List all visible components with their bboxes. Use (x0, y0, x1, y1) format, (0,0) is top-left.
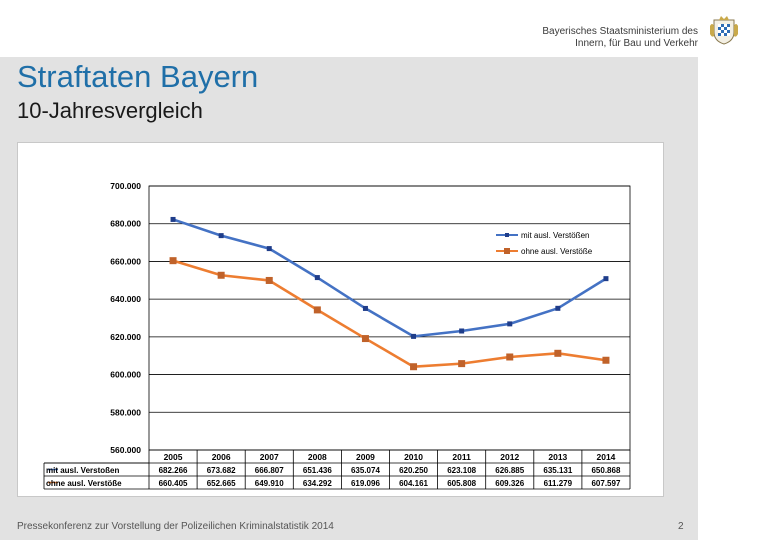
data-point-blue (170, 216, 176, 222)
series-line-blue (172, 218, 607, 338)
y-tick-label: 640.000 (110, 294, 141, 304)
y-tick-label: 680.000 (110, 219, 141, 229)
data-point-orange (506, 353, 514, 361)
table-value-label: 626.885 (495, 466, 524, 475)
chart-container: 700.000 680.000 660.000 640.000 620.000 600.0… (17, 142, 664, 497)
slide-title: Straftaten Bayern (17, 59, 259, 94)
series-line-orange (172, 259, 607, 369)
x-category-label: 2008 (308, 452, 327, 462)
x-category-label: 2012 (500, 452, 519, 462)
table-value-label: 605.808 (447, 479, 476, 488)
x-category-label: 2014 (596, 452, 615, 462)
x-category-label: 2011 (452, 452, 471, 462)
data-point-blue (507, 321, 513, 327)
legend-label: mit ausl. Verstößen (521, 231, 589, 240)
y-tick-label: 580.000 (110, 407, 141, 417)
data-point-blue (362, 305, 368, 311)
data-point-orange (265, 276, 273, 284)
y-tick-label: 660.000 (110, 256, 141, 266)
data-point-blue (314, 275, 320, 281)
slide-subtitle: 10-Jahresvergleich (17, 98, 203, 123)
line-chart: 700.000 680.000 660.000 640.000 620.000 600.0… (43, 181, 631, 490)
ministry-line-2: Innern, für Bau und Verkehr (575, 38, 698, 49)
data-point-blue (218, 233, 224, 239)
x-category-label: 2006 (212, 452, 231, 462)
data-point-blue (459, 328, 465, 334)
y-tick-label: 620.000 (110, 332, 141, 342)
data-point-blue (555, 305, 561, 311)
table-value-label: 623.108 (447, 466, 476, 475)
x-category-label: 2007 (260, 452, 279, 462)
data-point-blue (411, 333, 417, 339)
legend-marker-orange (504, 248, 510, 254)
legend-marker-blue (505, 233, 509, 237)
table-value-label: 634.292 (303, 479, 332, 488)
ministry-line-1: Bayerisches Staatsministerium des (542, 26, 698, 37)
table-row-label: mit ausl. Verstoßen (46, 466, 119, 475)
page-number: 2 (678, 521, 684, 532)
data-point-orange (554, 349, 562, 357)
table-value-label: 666.807 (255, 466, 284, 475)
data-point-blue (266, 246, 272, 252)
data-point-orange (361, 335, 369, 343)
data-point-orange (458, 360, 466, 368)
table-value-label: 609.326 (495, 479, 524, 488)
x-category-label: 2010 (404, 452, 423, 462)
table-value-label: 620.250 (399, 466, 428, 475)
table-value-label: 607.597 (591, 479, 620, 488)
x-category-label: 2009 (356, 452, 375, 462)
data-point-orange (410, 363, 418, 371)
ministry-name: Bayerisches Staatsministerium des Innern… (438, 26, 698, 50)
table-value-label: 649.910 (255, 479, 284, 488)
table-row-label: ohne ausl. Verstöße (46, 479, 122, 488)
footer-text: Pressekonferenz zur Vorstellung der Poli… (17, 521, 334, 532)
table-value-label: 635.074 (351, 466, 380, 475)
table-value-label: 652.665 (207, 479, 236, 488)
table-value-label: 651.436 (303, 466, 332, 475)
table-value-label: 635.131 (543, 466, 572, 475)
y-tick-label: 700.000 (110, 181, 141, 191)
y-tick-label: 560.000 (110, 445, 141, 455)
table-value-label: 682.266 (159, 466, 188, 475)
table-value-label: 660.405 (159, 479, 188, 488)
table-value-label: 673.682 (207, 466, 236, 475)
x-category-label: 2013 (548, 452, 567, 462)
data-point-blue (603, 276, 609, 282)
data-point-orange (602, 356, 610, 364)
table-value-label: 650.868 (591, 466, 620, 475)
table-value-label: 619.096 (351, 479, 380, 488)
legend-label: ohne ausl. Verstöße (521, 247, 593, 256)
y-tick-label: 600.000 (110, 370, 141, 380)
x-category-label: 2005 (164, 452, 183, 462)
data-point-orange (313, 306, 321, 314)
data-point-orange (169, 257, 177, 265)
table-value-label: 604.161 (399, 479, 428, 488)
bavarian-crest-icon (710, 16, 738, 45)
table-value-label: 611.279 (544, 479, 573, 488)
plot-area-border (148, 185, 631, 451)
data-point-orange (217, 271, 225, 279)
